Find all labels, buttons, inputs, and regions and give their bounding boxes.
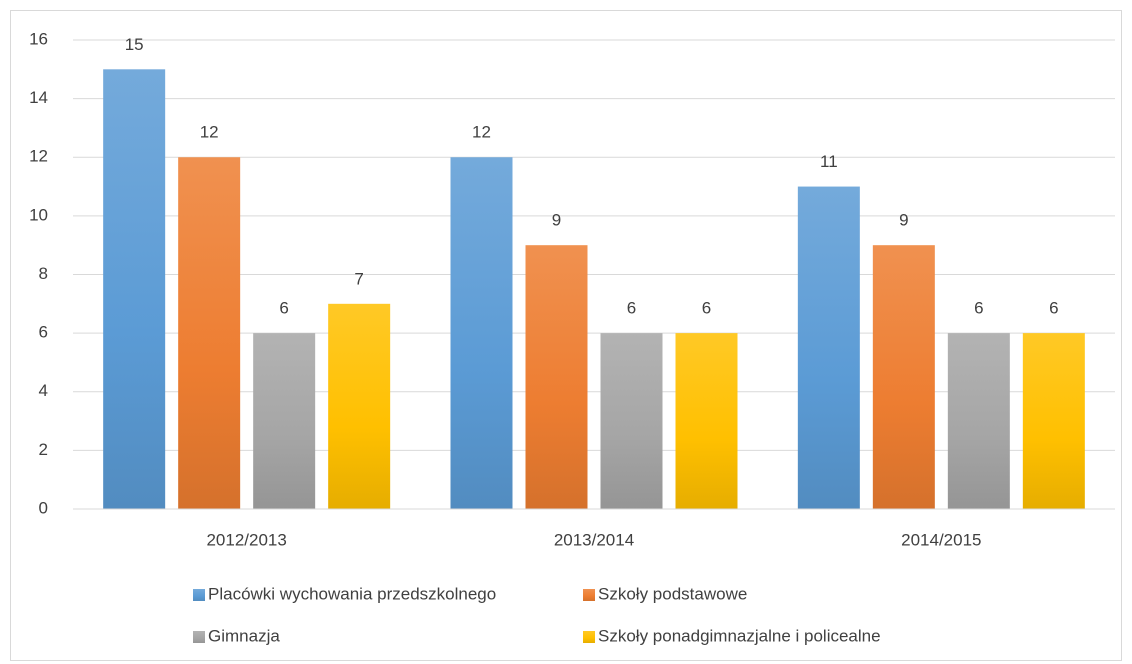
data-label: 6 [974, 299, 983, 318]
bar [253, 333, 316, 509]
y-tick-label: 14 [29, 88, 48, 107]
bar [872, 245, 935, 509]
y-tick-label: 2 [39, 440, 48, 459]
x-tick-label: 2014/2015 [901, 530, 981, 549]
data-label: 11 [820, 152, 838, 171]
y-tick-label: 4 [39, 381, 48, 400]
legend-swatch [583, 631, 595, 643]
data-label: 15 [125, 35, 144, 54]
legend-swatch [583, 589, 595, 601]
y-tick-label: 8 [39, 264, 48, 283]
data-label: 6 [279, 299, 288, 318]
data-label: 12 [472, 123, 491, 142]
legend-swatch [193, 589, 205, 601]
y-tick-label: 12 [29, 147, 48, 166]
legend-label: Szkoły ponadgimnazjalne i policealne [598, 626, 881, 645]
y-tick-label: 6 [39, 323, 48, 342]
legend-label: Gimnazja [208, 626, 280, 645]
bar [1022, 333, 1085, 509]
data-label: 12 [200, 123, 219, 142]
bar [328, 303, 391, 509]
legend-label: Szkoły podstawowe [598, 584, 747, 603]
bar [103, 69, 166, 509]
y-tick-label: 16 [29, 29, 48, 48]
data-label: 9 [552, 211, 561, 230]
bar [797, 186, 860, 509]
legend-swatch [193, 631, 205, 643]
data-label: 6 [1049, 299, 1058, 318]
data-label: 7 [354, 269, 363, 288]
legend-label: Placówki wychowania przedszkolnego [208, 584, 496, 603]
data-label: 9 [899, 211, 908, 230]
bar [675, 333, 738, 509]
data-label: 6 [627, 299, 636, 318]
bar [947, 333, 1010, 509]
bar [525, 245, 588, 509]
y-tick-label: 10 [29, 205, 48, 224]
x-tick-label: 2013/2014 [554, 530, 634, 549]
bar [178, 157, 241, 509]
bar [450, 157, 513, 509]
y-tick-label: 0 [39, 498, 48, 517]
x-tick-label: 2012/2013 [206, 530, 286, 549]
data-label: 6 [702, 299, 711, 318]
bar [600, 333, 663, 509]
